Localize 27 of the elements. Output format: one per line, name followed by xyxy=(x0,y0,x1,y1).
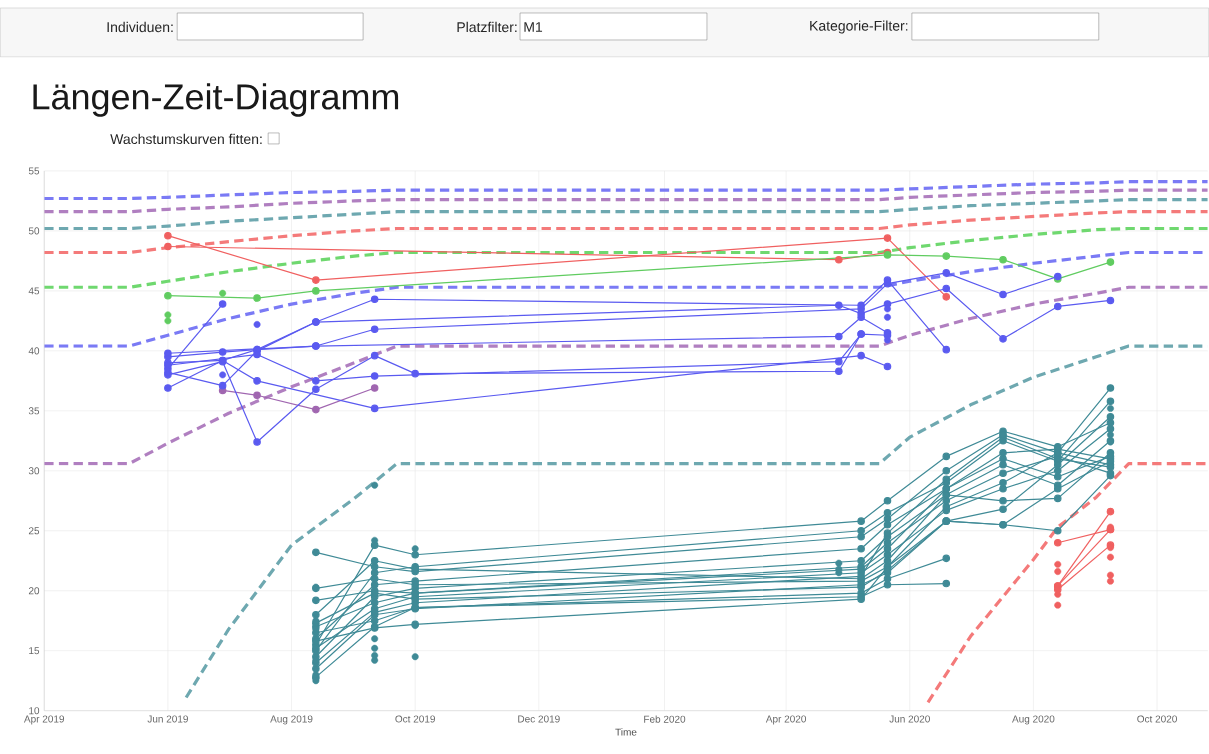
x-tick-label: Apr 2020 xyxy=(765,715,806,725)
x-tick-label: Jun 2020 xyxy=(889,715,930,723)
x-tick-label: Jun 2019 xyxy=(147,715,188,723)
text: Kategorie-Filter: xyxy=(810,20,908,34)
y-tick-label: 15 xyxy=(29,647,40,655)
x-tick-label: Dec 2019 xyxy=(518,715,560,723)
text: Wachstumskurven fitten: xyxy=(110,133,262,145)
y-tick-label: 45 xyxy=(28,287,40,295)
chart-title: Längen-Zeit-Diagramm xyxy=(33,83,399,117)
y-tick-label: 40 xyxy=(28,347,40,355)
x-tick-label: Feb 2020 xyxy=(644,715,686,723)
x-tick-label: Oct 2020 xyxy=(1137,715,1177,723)
x-axis-title: Time xyxy=(615,728,637,736)
y-tick-label: 35 xyxy=(28,407,40,415)
y-tick-label: 30 xyxy=(28,467,40,475)
x-tick-label: Apr 2019 xyxy=(23,715,65,725)
x-tick-label: Oct 2019 xyxy=(395,715,435,723)
y-tick-label: 55 xyxy=(28,167,40,175)
y-tick-label: 50 xyxy=(28,227,40,235)
y-tick-label: 10 xyxy=(29,707,40,715)
y-tick-label: 25 xyxy=(28,527,40,535)
y-tick-label: 20 xyxy=(28,587,40,595)
text: Individuen: xyxy=(107,22,173,33)
text: Platzfilter: xyxy=(457,22,517,33)
x-tick-label: Aug 2020 xyxy=(1012,715,1055,725)
text: M1 xyxy=(524,22,543,32)
x-tick-label: Aug 2019 xyxy=(270,715,313,725)
